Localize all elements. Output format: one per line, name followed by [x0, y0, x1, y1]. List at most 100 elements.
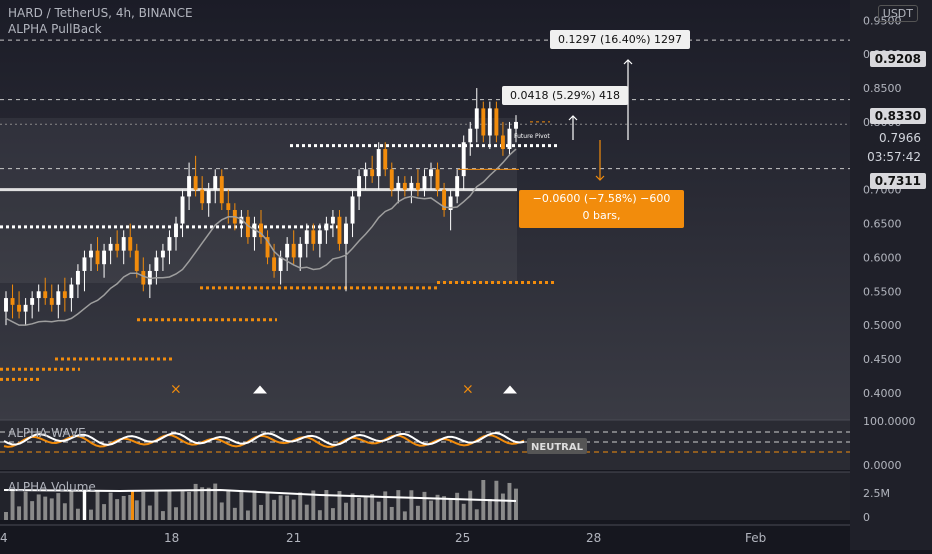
- volume-bar: [141, 491, 146, 520]
- volume-bar: [265, 492, 270, 520]
- time-tick-label: 21: [286, 531, 301, 545]
- price-tick-label: 0.6500: [863, 218, 902, 231]
- candle-body: [134, 250, 139, 271]
- candle-body: [500, 135, 505, 150]
- candle-body: [291, 243, 296, 258]
- price-label-high: 0.9208: [869, 51, 926, 67]
- volume-bar: [344, 502, 348, 520]
- sell-marker: ×: [170, 382, 182, 398]
- price-tick-label: 0.6000: [863, 251, 902, 264]
- volume-bar: [23, 491, 28, 520]
- candle-body: [370, 169, 375, 177]
- volume-bar: [285, 495, 290, 520]
- candle-body: [89, 250, 93, 258]
- candle-body: [402, 182, 407, 190]
- candle-body: [461, 142, 466, 177]
- volume-bar: [330, 508, 335, 520]
- volume-tick-0: 0: [863, 511, 870, 524]
- candle-body: [330, 216, 335, 224]
- volume-bar: [311, 490, 316, 520]
- target-up-1-label: 0.1297 (16.40%) 1297: [550, 30, 691, 49]
- candle-body: [200, 189, 205, 204]
- candle-body: [239, 216, 244, 224]
- volume-bar: [317, 510, 322, 520]
- indicator-title: ALPHA PullBack: [8, 22, 102, 36]
- volume-bar: [49, 498, 54, 520]
- candle-body: [49, 298, 54, 305]
- candle-body: [487, 108, 492, 136]
- price-tick-label: 0.4000: [863, 387, 902, 400]
- candle-body: [383, 149, 388, 170]
- volume-bar: [206, 487, 211, 520]
- price-label-low: 0.7311: [869, 173, 926, 189]
- future-pivot-label: Future Pivot: [514, 133, 550, 140]
- volume-bar: [409, 490, 414, 520]
- price-tick-label: 0.5500: [863, 285, 902, 298]
- candle-body: [160, 250, 165, 258]
- volume-bar: [180, 491, 185, 520]
- target-down-box: −0.0600 (−7.58%) −600 0 bars,: [519, 190, 684, 228]
- volume-bar: [383, 491, 388, 520]
- volume-bar: [43, 496, 48, 520]
- candle-body: [324, 223, 329, 231]
- candle-body: [82, 257, 87, 271]
- symbol-title: HARD / TetherUS, 4h, BINANCE: [8, 6, 193, 20]
- volume-bar: [213, 483, 218, 520]
- candle-body: [285, 243, 290, 258]
- candle-body: [213, 176, 218, 190]
- candle-body: [259, 223, 263, 238]
- candle-body: [344, 223, 348, 244]
- candle-body: [396, 182, 401, 190]
- candle-body: [128, 237, 133, 251]
- time-tick-label: Feb: [745, 531, 766, 545]
- volume-bar: [147, 505, 152, 520]
- volume-bar: [30, 501, 35, 520]
- target-up-2-label: 0.0418 (5.29%) 418: [502, 86, 629, 105]
- candle-body: [455, 176, 460, 197]
- buy-marker: [503, 385, 517, 394]
- target-down-bars: 0 bars,: [582, 209, 621, 222]
- volume-bar: [121, 495, 126, 520]
- volume-tick-25m: 2.5M: [863, 487, 890, 500]
- wave-line-white: [3, 432, 525, 446]
- candle-body: [10, 298, 15, 305]
- candle-body: [245, 216, 250, 238]
- volume-bar: [455, 492, 460, 520]
- candle-body: [409, 182, 414, 190]
- candle-body: [389, 169, 394, 190]
- candle-body: [474, 108, 479, 129]
- neutral-badge-label: NEUTRAL: [531, 442, 584, 453]
- wave-tick-0: 0.0000: [863, 459, 902, 472]
- volume-bar: [278, 495, 283, 520]
- candle-body: [514, 121, 518, 129]
- volume-bar: [10, 490, 15, 520]
- candle-body: [154, 257, 159, 271]
- volume-bar: [376, 501, 381, 520]
- volume-ma-line: [3, 488, 517, 502]
- candle-body: [193, 176, 198, 190]
- volume-bar: [442, 496, 447, 520]
- price-label-last: 0.7966: [874, 130, 926, 146]
- volume-bar: [298, 492, 303, 520]
- candle-body: [36, 291, 41, 299]
- volume-bar: [448, 498, 453, 520]
- volume-bar: [252, 490, 257, 520]
- candle-body: [30, 298, 35, 305]
- volume-bar: [370, 494, 375, 520]
- volume-bar: [415, 505, 420, 520]
- volume-bar: [108, 492, 113, 520]
- volume-bar: [514, 488, 518, 520]
- candle-body: [507, 128, 512, 150]
- volume-bar-highlight: [131, 490, 134, 520]
- volume-bar: [468, 490, 473, 520]
- candle-body: [174, 223, 178, 238]
- time-tick-label: 28: [586, 531, 601, 545]
- volume-bar: [69, 490, 74, 520]
- volume-bar: [291, 499, 296, 520]
- candle-body: [115, 243, 120, 251]
- currency-button[interactable]: USDT: [877, 5, 918, 22]
- volume-bar: [154, 490, 159, 520]
- candle-body: [272, 257, 277, 271]
